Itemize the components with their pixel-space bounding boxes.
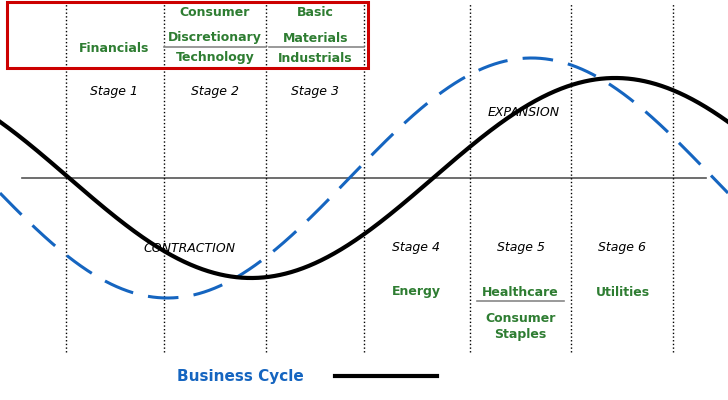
Text: Industrials: Industrials [278,52,352,64]
Text: Stage 3: Stage 3 [291,86,339,98]
Text: Stage 4: Stage 4 [392,242,440,254]
Text: Stage 1: Stage 1 [90,86,138,98]
Text: CONTRACTION: CONTRACTION [143,242,235,254]
Text: Technology: Technology [175,52,254,64]
Text: Utilities: Utilities [596,286,649,298]
Text: Basic: Basic [297,6,333,18]
Text: EXPANSION: EXPANSION [488,106,561,118]
Text: Financials: Financials [79,42,149,54]
Text: Stage 5: Stage 5 [496,242,545,254]
Text: Stage 6: Stage 6 [598,242,646,254]
Text: Consumer: Consumer [486,312,555,324]
Text: Consumer: Consumer [180,6,250,18]
Text: Energy: Energy [392,286,441,298]
Text: Healthcare: Healthcare [482,286,559,298]
Text: Stage 2: Stage 2 [191,86,239,98]
Text: Staples: Staples [494,328,547,341]
Text: Discretionary: Discretionary [168,32,261,44]
Text: Business Cycle: Business Cycle [177,368,304,384]
Text: Materials: Materials [282,32,348,44]
